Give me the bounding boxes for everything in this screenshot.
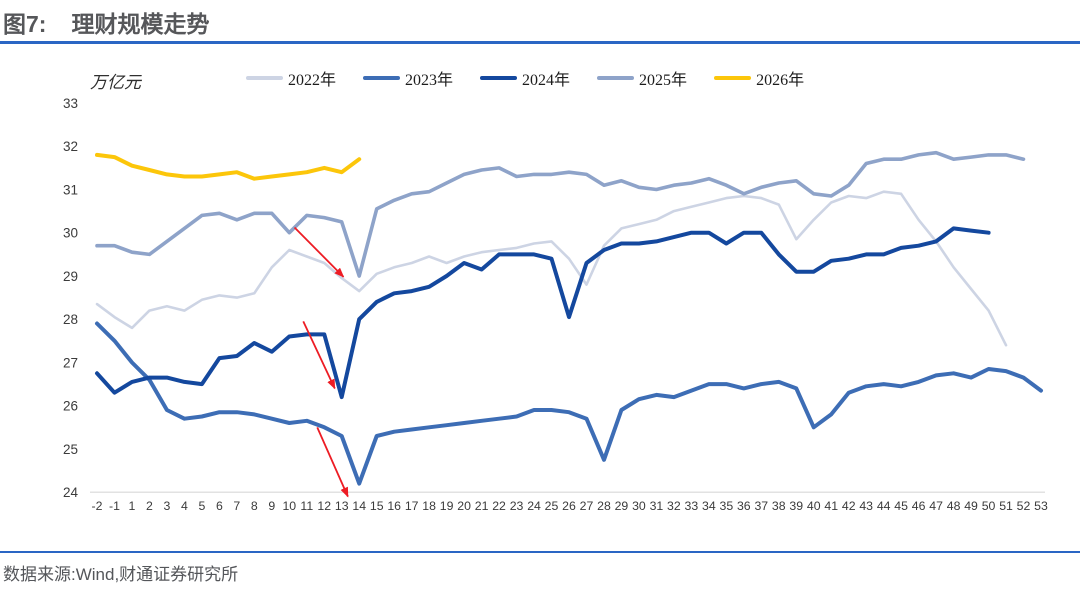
x-tick-label: 1 (129, 499, 136, 513)
figure-title-label: 理财规模走势 (71, 11, 210, 37)
x-tick-label: 50 (982, 499, 996, 513)
x-tick-label: 12 (317, 499, 331, 513)
x-tick-label: 34 (702, 499, 716, 513)
legend-item-2023年: 2023年 (363, 66, 453, 90)
x-tick-label: 38 (772, 499, 786, 513)
title-divider (0, 41, 1080, 44)
x-tick-label: 31 (650, 499, 664, 513)
x-tick-label: 20 (457, 499, 471, 513)
x-tick-label: 24 (527, 499, 541, 513)
x-tick-label: 22 (492, 499, 506, 513)
x-tick-label: 43 (859, 499, 873, 513)
y-tick-label: 33 (63, 96, 78, 111)
x-tick-label: 16 (387, 499, 401, 513)
series-line-2023年 (95, 321, 1043, 486)
x-tick-label: 28 (597, 499, 611, 513)
x-tick-label: 11 (300, 499, 313, 513)
x-tick-label: 21 (475, 499, 489, 513)
x-tick-label: 18 (422, 499, 436, 513)
x-tick-label: 45 (894, 499, 908, 513)
series-line-2026年 (95, 152, 362, 181)
x-tick-label: 6 (216, 499, 223, 513)
x-tick-label: 29 (615, 499, 629, 513)
x-tick-label: 41 (824, 499, 838, 513)
x-tick-label: 49 (964, 499, 978, 513)
x-tick-label: -1 (109, 499, 120, 513)
legend-label: 2025年 (639, 72, 688, 89)
legend-swatch (714, 76, 752, 80)
x-tick-label: 5 (198, 499, 205, 513)
x-tick-label: 52 (1017, 499, 1031, 513)
y-axis-unit-label: 万亿元 (90, 73, 141, 92)
chart-legend: 2022年 2023年 2024年 2025年 2026年 (246, 66, 804, 90)
y-tick-label: 31 (63, 182, 78, 197)
x-tick-label: 44 (877, 499, 891, 513)
legend-swatch (363, 76, 401, 80)
legend-label: 2026年 (756, 72, 805, 89)
legend-item-2026年: 2026年 (714, 66, 804, 90)
decline-arrow-1 (293, 226, 345, 278)
y-tick-label: 25 (63, 442, 78, 457)
page-title: 图7: 理财规模走势 (3, 5, 209, 39)
x-tick-label: 42 (842, 499, 856, 513)
y-tick-label: 27 (63, 355, 78, 370)
x-tick-label: 15 (370, 499, 384, 513)
x-tick-label: 46 (912, 499, 926, 513)
x-tick-label: 14 (352, 499, 366, 513)
decline-arrow-3 (316, 426, 349, 498)
y-tick-label: 32 (63, 139, 78, 154)
x-tick-label: 30 (632, 499, 646, 513)
y-tick-label: 30 (63, 226, 78, 241)
y-tick-label: 28 (63, 312, 78, 327)
x-tick-label: -2 (92, 499, 103, 513)
x-tick-label: 7 (233, 499, 240, 513)
x-tick-label: 32 (667, 499, 681, 513)
x-tick-label: 10 (282, 499, 296, 513)
y-tick-label: 26 (63, 399, 78, 414)
legend-item-2025年: 2025年 (597, 66, 687, 90)
legend-label: 2023年 (405, 72, 454, 89)
x-tick-label: 8 (251, 499, 258, 513)
series-line-2025年 (95, 150, 1026, 278)
legend-swatch (597, 76, 635, 80)
legend-label: 2024年 (522, 72, 571, 89)
x-tick-label: 25 (545, 499, 559, 513)
x-tick-label: 26 (562, 499, 576, 513)
x-tick-label: 17 (405, 499, 419, 513)
x-tick-label: 9 (268, 499, 275, 513)
x-tick-label: 48 (947, 499, 961, 513)
y-tick-label: 24 (63, 485, 79, 500)
x-tick-label: 23 (510, 499, 524, 513)
x-tick-label: 40 (807, 499, 821, 513)
legend-item-2024年: 2024年 (480, 66, 570, 90)
legend-label: 2022年 (288, 72, 337, 89)
x-tick-label: 27 (580, 499, 594, 513)
series-line-2022年 (95, 190, 1008, 347)
legend-swatch (480, 76, 518, 80)
x-tick-label: 51 (999, 499, 1013, 513)
x-tick-label: 47 (929, 499, 943, 513)
series-line-2024年 (95, 226, 991, 400)
x-tick-label: 13 (335, 499, 349, 513)
x-tick-label: 53 (1034, 499, 1048, 513)
figure-number-label: 图7: (3, 11, 47, 37)
x-tick-label: 35 (719, 499, 733, 513)
legend-swatch (246, 76, 283, 80)
x-tick-label: 2 (146, 499, 153, 513)
x-tick-label: 36 (737, 499, 751, 513)
x-tick-label: 37 (754, 499, 768, 513)
data-source-note: 数据来源:Wind,财通证券研究所 (3, 565, 239, 584)
legend-item-2022年: 2022年 (246, 66, 336, 90)
decline-arrow-2 (302, 321, 336, 390)
y-tick-label: 29 (63, 269, 78, 284)
x-tick-label: 19 (440, 499, 454, 513)
x-tick-label: 3 (164, 499, 171, 513)
x-tick-label: 33 (685, 499, 699, 513)
x-tick-label: 39 (789, 499, 803, 513)
footer-divider (0, 551, 1080, 553)
x-tick-label: 4 (181, 499, 188, 513)
